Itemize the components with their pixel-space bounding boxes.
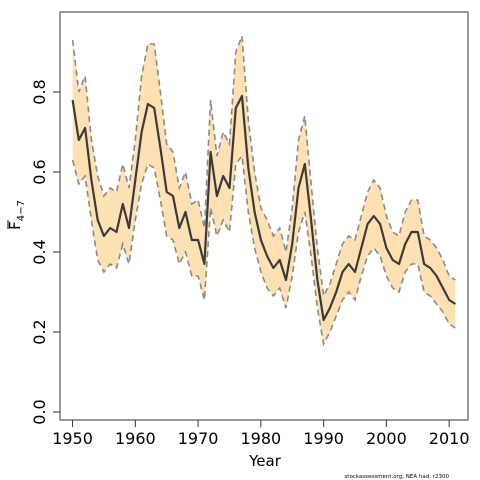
svg-text:F4−7: F4−7 [6,200,27,230]
x-tick-label: 1960 [115,429,156,448]
x-tick-label: 1970 [178,429,219,448]
y-tick-label: 0.4 [30,239,49,264]
estimate-line [71,94,456,322]
y-axis-label: F4−7 [6,200,27,230]
confidence-band [72,36,456,344]
y-tick-label: 0.0 [30,399,49,424]
y-tick-label: 0.6 [30,159,49,184]
y-tick-label: 0.8 [30,79,49,104]
y-axis-label-main: F [6,221,24,230]
lower-bound-line [71,153,456,347]
upper-bound-line [71,35,456,299]
x-tick-label: 1980 [241,429,282,448]
x-axis-label: Year [248,452,282,470]
x-tick-label: 1950 [52,429,93,448]
plot-frame [59,11,469,421]
plot-area [71,35,456,347]
y-axis-label-subscript: 4−7 [16,200,27,221]
y-tick-label: 0.2 [30,319,49,344]
x-tick-label: 2010 [429,429,470,448]
axes: 1950 1960 1970 1980 1990 2000 2010 0.0 0.2 0.4 0.6… [30,11,470,448]
credit-text: stockassessment.org, NEA had, r2300 [344,474,449,480]
x-tick-label: 1990 [303,429,344,448]
x-tick-label: 2000 [366,429,407,448]
